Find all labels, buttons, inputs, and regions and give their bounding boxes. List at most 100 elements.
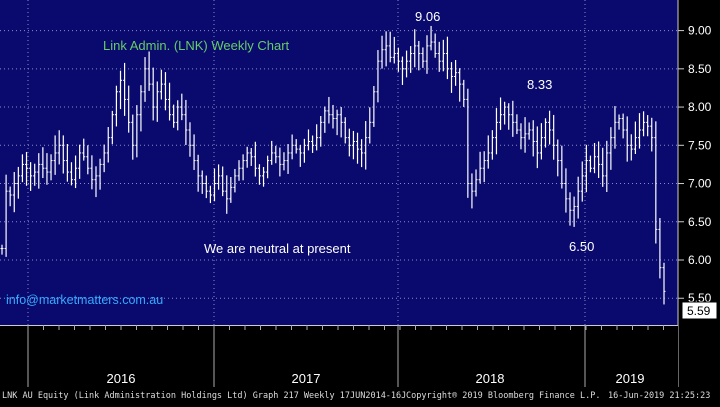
price-bar: [392, 36, 396, 64]
price-bar: [466, 88, 470, 198]
price-bar: [4, 174, 8, 257]
price-bar: [102, 144, 106, 173]
x-year-label: 2019: [616, 371, 645, 386]
plot-area: [0, 0, 678, 325]
price-bar: [151, 67, 155, 121]
price-bar: [53, 135, 57, 175]
price-bar: [588, 155, 592, 173]
price-bar: [523, 117, 527, 153]
price-bar: [249, 147, 253, 166]
price-bar: [200, 170, 204, 194]
price-bar: [343, 117, 347, 144]
price-bar: [294, 139, 298, 154]
price-bar: [511, 100, 515, 137]
price-bar: [662, 262, 666, 305]
price-bar: [229, 176, 233, 203]
price-bar: [564, 168, 568, 213]
price-bar: [212, 168, 216, 202]
price-bar: [176, 100, 180, 131]
price-bar: [155, 81, 159, 122]
price-bar: [335, 109, 339, 136]
footer-middle: Copyright® 2019 Bloomberg Finance L.P.: [406, 391, 600, 401]
price-bar: [217, 164, 221, 190]
price-bar: [233, 168, 237, 193]
price-bar: [380, 35, 384, 69]
price-bar: [94, 166, 98, 198]
y-tick-label: 8.50: [688, 62, 712, 76]
y-tick-label: 6.00: [688, 253, 712, 267]
price-bar: [110, 110, 114, 145]
price-bar: [286, 144, 290, 174]
price-bar: [621, 113, 625, 139]
price-bars: [0, 25, 666, 305]
x-year-label: 2018: [476, 371, 505, 386]
price-bar: [127, 85, 131, 133]
price-bar: [458, 68, 462, 102]
x-year-label: 2017: [292, 371, 321, 386]
price-bar: [556, 139, 560, 177]
price-bar: [37, 153, 41, 189]
price-bar: [33, 163, 37, 186]
price-bar: [625, 116, 629, 162]
price-bar: [237, 160, 241, 181]
price-bar: [257, 164, 261, 185]
price-bar: [584, 144, 588, 193]
email-link[interactable]: info@marketmatters.com.au: [6, 293, 163, 307]
price-bar: [225, 175, 229, 214]
price-bar: [539, 123, 543, 160]
price-bar: [131, 114, 135, 160]
price-bar: [364, 121, 368, 170]
annotation-mid: 8.33: [527, 77, 552, 92]
price-bar: [45, 153, 49, 185]
price-bar: [168, 82, 172, 121]
price-bar: [274, 145, 278, 164]
price-bar: [98, 158, 102, 190]
price-bar: [425, 35, 429, 74]
footer-bar: [0, 387, 720, 402]
price-bar: [278, 147, 282, 177]
price-bar: [400, 56, 404, 85]
price-bar: [609, 127, 613, 170]
price-bar: [123, 62, 127, 116]
price-bar: [135, 105, 139, 158]
price-bar: [192, 134, 196, 170]
price-bar: [633, 121, 637, 155]
price-bar: [0, 244, 4, 255]
price-bar: [74, 155, 78, 189]
price-bar: [221, 166, 225, 197]
price-bar: [646, 115, 650, 137]
price-bar: [642, 111, 646, 137]
price-bar: [535, 126, 539, 169]
last-price-label: 5.59: [687, 304, 711, 318]
price-bar: [396, 47, 400, 72]
price-bar: [486, 135, 490, 169]
price-bar: [208, 185, 212, 204]
price-bar: [478, 151, 482, 184]
price-bar: [405, 50, 409, 78]
y-axis-ticks: 9.008.508.007.507.006.506.005.50: [678, 24, 712, 305]
price-bar: [339, 107, 343, 138]
price-bar: [29, 162, 33, 191]
price-bar: [143, 57, 147, 102]
price-bar: [605, 140, 609, 192]
price-bar: [650, 117, 654, 152]
x-year-label: 2016: [107, 371, 136, 386]
price-bar: [499, 97, 503, 130]
price-bar: [159, 69, 163, 100]
price-bar: [119, 70, 123, 110]
price-bar: [409, 46, 413, 73]
price-bar: [572, 196, 576, 227]
price-bar: [82, 138, 86, 161]
price-bar: [519, 123, 523, 150]
price-bar: [613, 106, 617, 149]
price-bar: [196, 154, 200, 192]
price-bar: [597, 141, 601, 179]
price-bar: [421, 47, 425, 68]
price-bar: [629, 134, 633, 161]
price-bar: [290, 134, 294, 160]
price-bar: [552, 114, 556, 160]
price-bar: [319, 115, 323, 147]
price-bar: [454, 59, 458, 86]
